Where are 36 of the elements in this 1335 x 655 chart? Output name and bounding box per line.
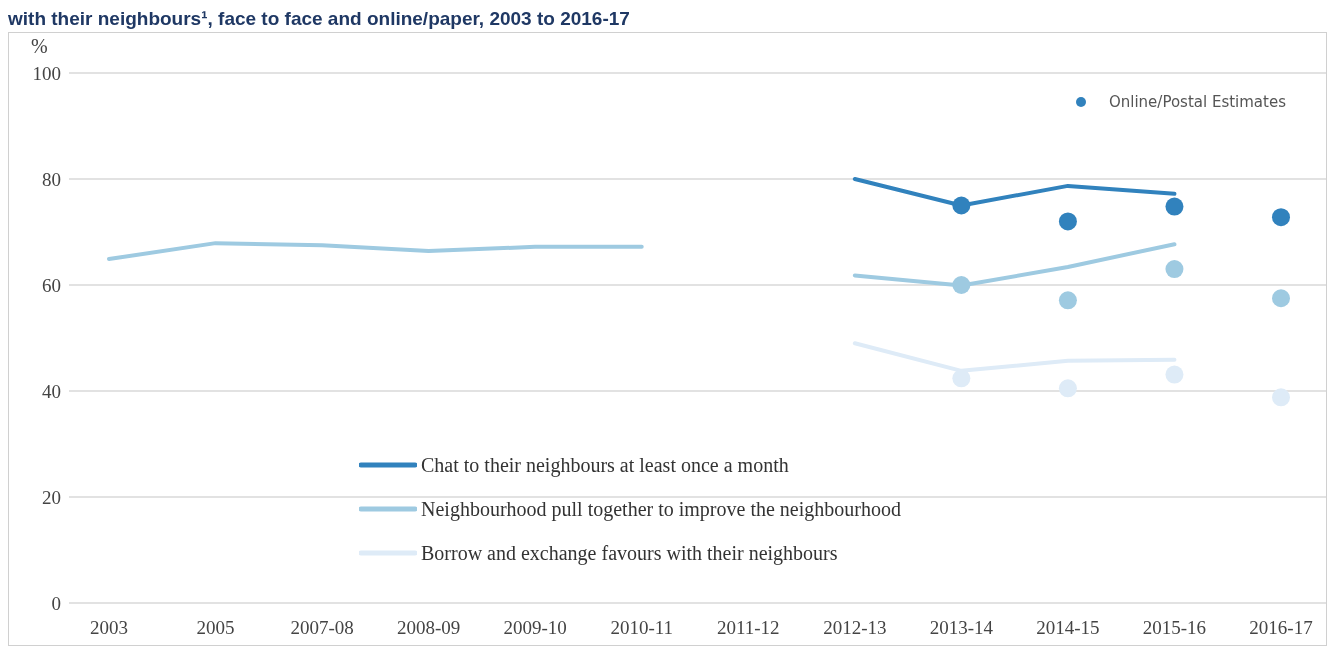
point: [1058, 379, 1077, 398]
point: [952, 369, 971, 388]
x-tick-label: 2003: [90, 617, 128, 639]
point: [1272, 388, 1290, 407]
x-tick-label: 2008-09: [396, 617, 461, 639]
y-tick-label: 60: [42, 274, 61, 296]
x-tick-label: 2013-14: [929, 617, 994, 639]
point: [952, 196, 971, 215]
legend-label: Borrow and exchange favours with their neighbours: [421, 541, 838, 567]
legend-label: Online/Postal Estimates: [1108, 93, 1286, 111]
x-tick-label: 2011-12: [716, 617, 780, 639]
x-tick-label: 2009-10: [503, 617, 567, 639]
x-tick-label: 2014-15: [1036, 617, 1100, 639]
point: [1165, 260, 1184, 279]
point: [1058, 212, 1077, 231]
y-tick-label: 80: [42, 168, 61, 190]
y-tick-label: 0: [51, 592, 61, 614]
point: [1058, 291, 1077, 310]
y-tick-label: 20: [42, 486, 61, 508]
point: [1272, 208, 1290, 227]
legend-label: Neighbourhood pull together to improve the neighbourhood: [421, 497, 901, 523]
x-tick-label: 2012-13: [823, 617, 887, 639]
point: [1272, 289, 1290, 308]
point: [1165, 365, 1184, 384]
chart-title: with their neighbours¹, face to face and online/paper, 2003 to 2016-17: [8, 8, 631, 31]
y-axis-title: %: [31, 35, 48, 58]
x-tick-label: 2016-17: [1249, 617, 1313, 639]
x-tick-label: 2015-16: [1142, 617, 1207, 639]
x-tick-label: 2010-11: [610, 617, 674, 639]
y-tick-label: 100: [32, 62, 61, 84]
x-tick-label: 2005: [196, 617, 235, 639]
point: [952, 276, 971, 294]
y-tick-label: 40: [42, 380, 61, 402]
point: [1165, 197, 1184, 216]
x-tick-label: 2007-08: [290, 617, 354, 639]
legend-label: Chat to their neighbours at least once a month: [421, 453, 789, 479]
